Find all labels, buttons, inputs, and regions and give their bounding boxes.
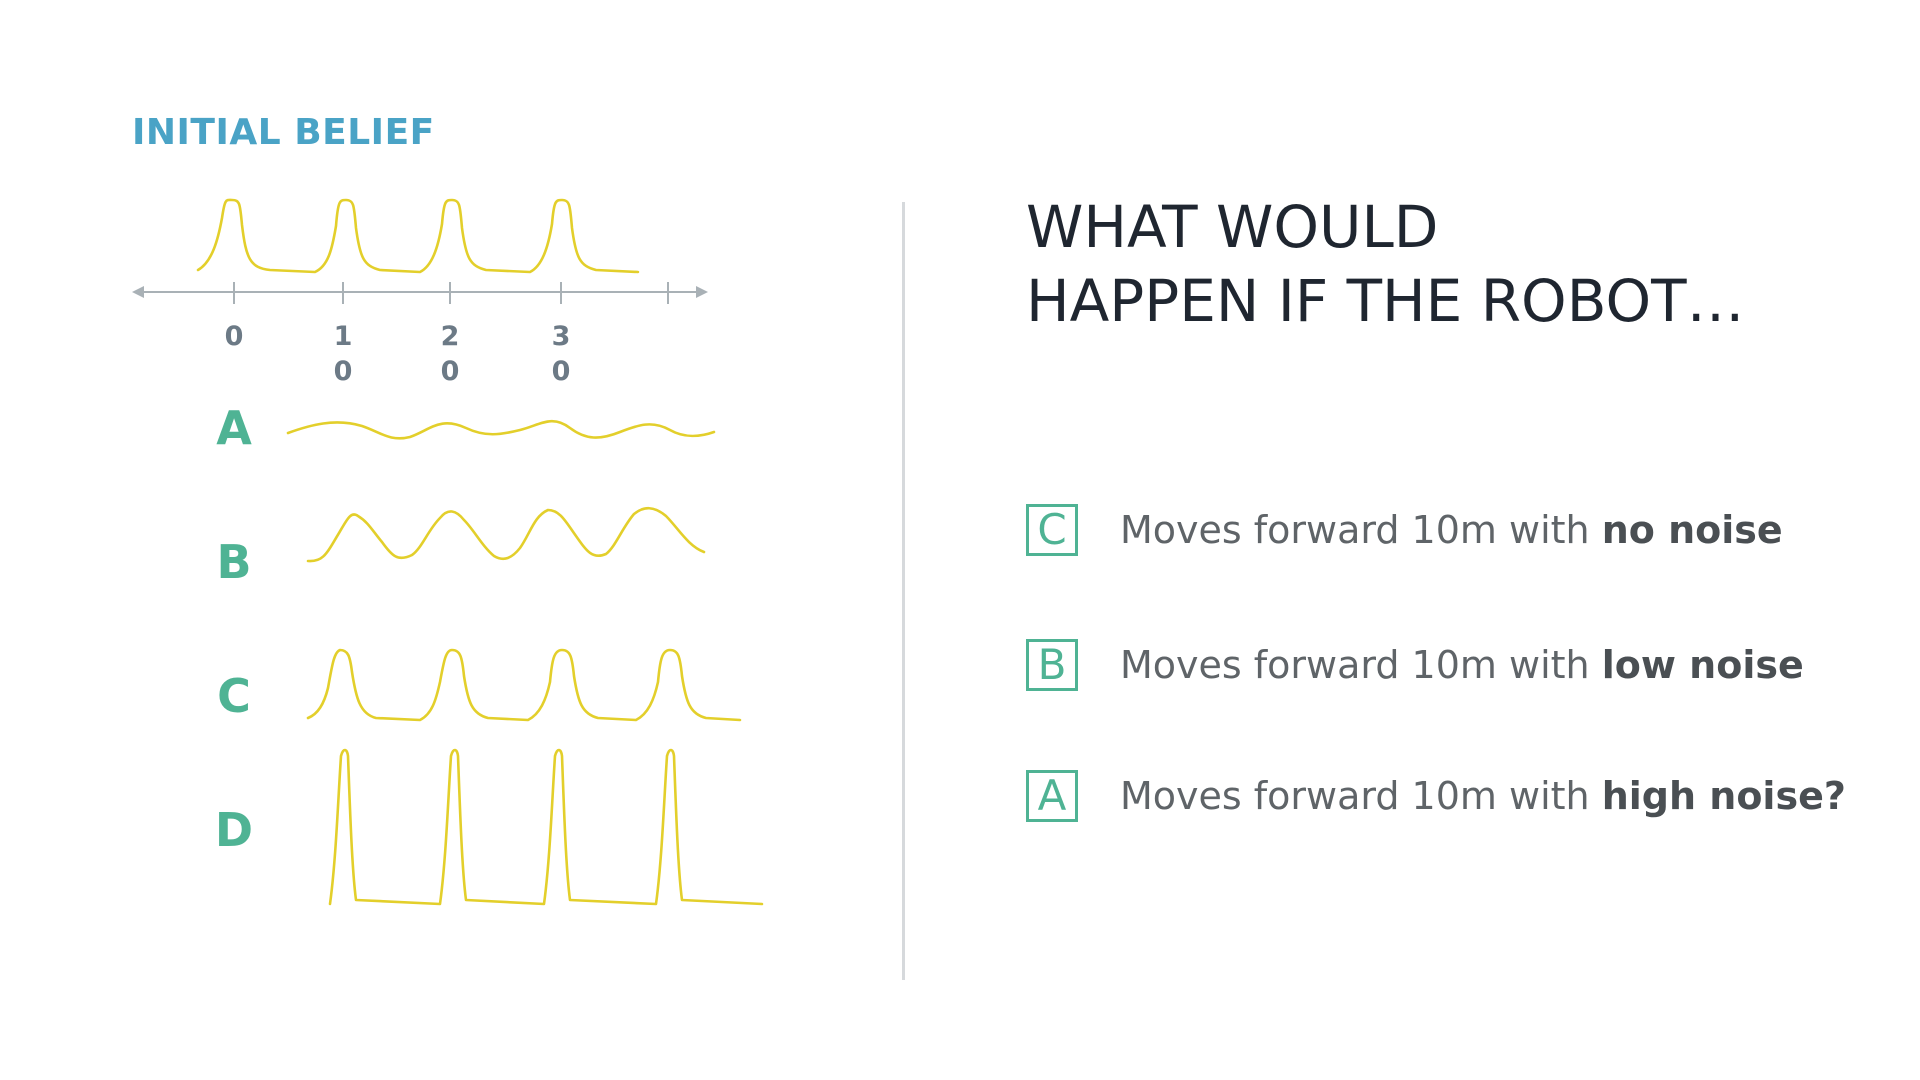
tick-label-2-sub: 0 [441, 356, 460, 387]
row-label-b: B [216, 535, 251, 589]
tick-label-1-sub: 0 [334, 356, 353, 387]
answer-text-low-noise: Moves forward 10m with low noise [1120, 643, 1804, 687]
panel-divider [902, 202, 905, 980]
answer-row-low-noise: B Moves forward 10m with low noise [1026, 637, 1804, 693]
axis-arrow-left [132, 286, 144, 298]
belief-diagram: 0 1 0 2 0 3 0 A B C D [132, 198, 764, 906]
row-label-c: C [217, 669, 251, 723]
answer-emphasis: high noise? [1601, 774, 1846, 818]
answer-prefix: Moves forward 10m with [1120, 508, 1602, 552]
answer-box-a[interactable]: A [1026, 770, 1078, 822]
curve-a [286, 419, 716, 440]
answer-text-high-noise: Moves forward 10m with high noise? [1120, 774, 1846, 818]
row-label-a: A [216, 401, 252, 455]
row-label-d: D [215, 803, 253, 857]
answer-prefix: Moves forward 10m with [1120, 643, 1602, 687]
tick-label-0: 0 [225, 321, 244, 352]
question-line-1: WHAT WOULD [1026, 193, 1439, 261]
answer-text-no-noise: Moves forward 10m with no noise [1120, 508, 1783, 552]
answer-prefix: Moves forward 10m with [1120, 774, 1602, 818]
answer-box-b[interactable]: B [1026, 639, 1078, 691]
curve-c [306, 648, 742, 722]
question-line-2: HAPPEN IF THE ROBOT… [1026, 267, 1745, 335]
x-axis [132, 282, 708, 304]
curve-b [306, 506, 706, 563]
answer-emphasis: low noise [1601, 643, 1804, 687]
tick-label-1: 1 [334, 321, 353, 352]
question-heading: WHAT WOULD HAPPEN IF THE ROBOT… [1026, 190, 1745, 338]
initial-belief-title: INITIAL BELIEF [132, 112, 435, 153]
tick-label-2: 2 [441, 321, 460, 352]
initial-belief-curve [196, 198, 640, 274]
answer-row-no-noise: C Moves forward 10m with no noise [1026, 502, 1783, 558]
tick-label-3-sub: 0 [552, 356, 571, 387]
answer-emphasis: no noise [1601, 508, 1783, 552]
tick-label-3: 3 [552, 321, 571, 352]
axis-arrow-right [696, 286, 708, 298]
answer-row-high-noise: A Moves forward 10m with high noise? [1026, 768, 1846, 824]
answer-box-c[interactable]: C [1026, 504, 1078, 556]
axis-tick-labels: 0 1 0 2 0 3 0 [225, 321, 571, 387]
curve-d [328, 748, 764, 906]
